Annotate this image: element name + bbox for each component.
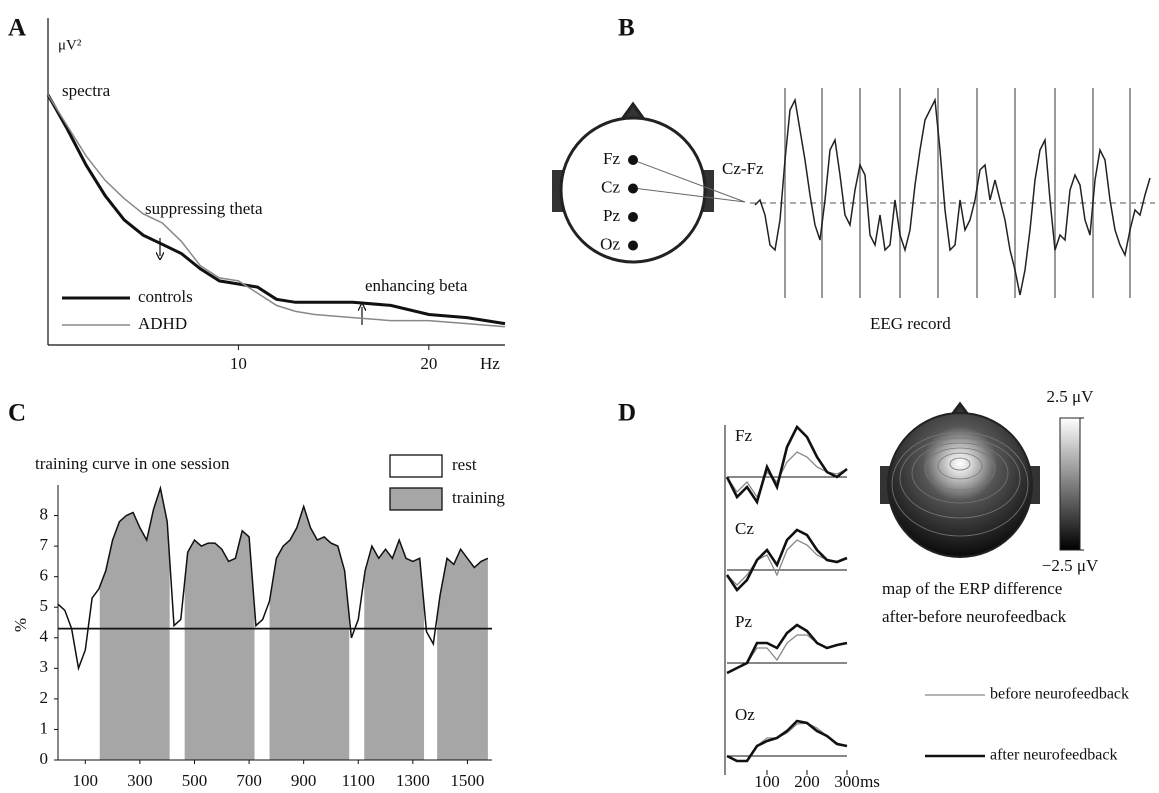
chart-title: training curve in one session — [35, 454, 230, 473]
x-tick-label: 1300 — [396, 771, 430, 790]
marker-lines — [784, 88, 1131, 298]
x-tick-label: 100 — [73, 771, 99, 790]
electrode — [628, 212, 638, 222]
series-line — [47, 94, 506, 328]
erp-line — [726, 634, 848, 674]
erp-line — [726, 623, 848, 675]
erp-line — [725, 528, 848, 593]
panel-b: Cz-Fz EEG record — [552, 88, 1155, 333]
erp-line — [726, 722, 848, 762]
map-caption: after-before neurofeedback — [882, 607, 1067, 626]
panel-a: μV² spectra suppressing theta enhancing … — [47, 18, 505, 373]
erp-line — [726, 539, 848, 586]
x-tick-label: 700 — [236, 771, 262, 790]
annotation: suppressing theta — [145, 199, 263, 218]
contours — [891, 431, 1029, 537]
y-label: μV² — [58, 37, 82, 53]
legend-label: before neurofeedback — [990, 686, 1129, 703]
panel-c: training curve in one session % — [11, 454, 230, 632]
y-tick-label: 8 — [40, 504, 49, 523]
y-tick-label: 0 — [40, 749, 49, 768]
y-tick-label: 6 — [40, 566, 49, 585]
x-tick-label: 900 — [291, 771, 317, 790]
electrode-label: Cz — [601, 177, 620, 196]
electrode-label: Pz — [603, 206, 620, 225]
channel-label: Fz — [735, 426, 752, 445]
topomap — [887, 412, 1033, 558]
electrode — [628, 183, 638, 194]
connector — [632, 159, 746, 203]
colorbar-label: 2.5 μV — [1047, 387, 1095, 406]
panel-letter: C — [8, 400, 26, 427]
annotation: enhancing beta — [365, 276, 468, 295]
x-tick-label: 10 — [230, 354, 247, 373]
colorbar-label: −2.5 μV — [1042, 556, 1099, 575]
colorbar — [1059, 417, 1081, 551]
panel-letter: D — [618, 400, 636, 427]
y-tick-label: 5 — [40, 596, 49, 615]
eeg-trace — [754, 97, 1151, 296]
training-area — [99, 488, 488, 760]
panel-d: map of the ERP difference after-before n… — [724, 401, 1081, 775]
channel-label: Cz — [735, 519, 754, 538]
y-tick-label: 7 — [40, 535, 49, 554]
legend-swatch — [389, 454, 443, 478]
legend-label: ADHD — [138, 314, 187, 333]
electrode-label: Fz — [603, 149, 620, 168]
x-tick-label: 500 — [182, 771, 208, 790]
channel-label: Pz — [735, 612, 752, 631]
x-tick-label: 1100 — [342, 771, 375, 790]
map-caption: map of the ERP difference — [882, 579, 1062, 598]
legend-label: controls — [138, 287, 193, 306]
x-tick-label: 300 — [834, 772, 860, 791]
legend-label: training — [452, 488, 505, 507]
x-label: Hz — [480, 354, 500, 373]
connector — [632, 187, 746, 203]
x-tick-label: 20 — [420, 354, 437, 373]
ear — [880, 466, 890, 504]
annotation: spectra — [62, 81, 111, 100]
panel-letter: B — [618, 15, 635, 42]
x-tick-label: 200 — [794, 772, 820, 791]
y-tick-label: 3 — [40, 657, 49, 676]
channel-label: Oz — [735, 705, 755, 724]
x-label: ms — [860, 772, 880, 791]
x-tick-label: 100 — [754, 772, 780, 791]
y-tick-label: 1 — [40, 718, 49, 737]
electrode — [628, 240, 638, 251]
panel-letter: A — [8, 15, 26, 42]
ear — [1030, 466, 1040, 504]
electrode — [628, 155, 638, 165]
ear — [703, 170, 714, 212]
electrode-label: Oz — [600, 234, 620, 253]
curve — [57, 485, 489, 672]
derivation-label: Cz-Fz — [722, 159, 764, 178]
caption: EEG record — [870, 314, 951, 333]
y-label: % — [11, 618, 30, 632]
erp-line — [725, 424, 848, 506]
legend-label: after neurofeedback — [990, 747, 1117, 764]
legend-swatch — [389, 487, 443, 511]
legend-label: rest — [452, 455, 477, 474]
erp-line — [726, 719, 848, 763]
x-tick-label: 1500 — [450, 771, 484, 790]
ear — [552, 170, 563, 212]
y-tick-label: 4 — [40, 627, 49, 646]
series-line — [46, 94, 506, 326]
x-tick-label: 300 — [127, 771, 153, 790]
y-tick-label: 2 — [40, 688, 49, 707]
